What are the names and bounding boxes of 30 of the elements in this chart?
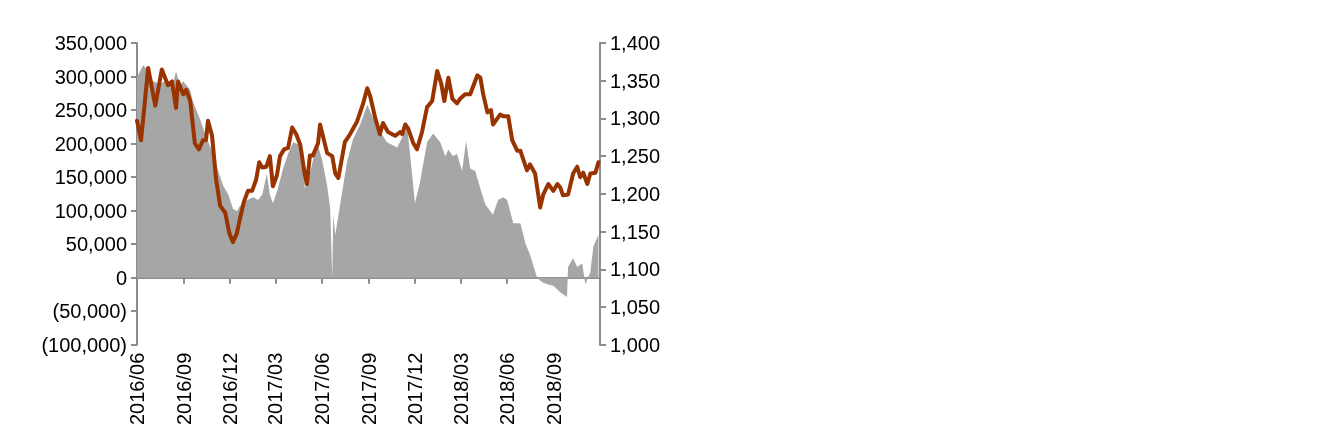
- y2-tick-label: 1,150: [610, 220, 661, 243]
- x-tick-label: 2017/03: [264, 352, 287, 425]
- y-tick-label: 200,000: [54, 132, 127, 155]
- line-series: [135, 65, 601, 245]
- y-tick-label: 150,000: [54, 166, 127, 189]
- x-tick-label: 2016/09: [172, 352, 195, 425]
- y-tick-label: 250,000: [54, 99, 127, 122]
- y-tick-label: 300,000: [54, 65, 127, 88]
- y2-tick-label: 1,350: [610, 69, 661, 92]
- x-tick-label: 2016/06: [126, 352, 148, 425]
- x-tick-label: 2017/12: [403, 352, 426, 425]
- x-tick-label: 2018/03: [449, 352, 472, 425]
- x-tick-label: 2016/12: [218, 352, 241, 425]
- y2-tick-label: 1,000: [610, 333, 661, 356]
- y2-tick-label: 1,300: [610, 107, 661, 130]
- x-tick-label: 2017/06: [311, 352, 334, 425]
- x-tick-label: 2018/06: [496, 352, 519, 425]
- x-tick-label: 2017/09: [357, 352, 380, 425]
- y-tick-label: 100,000: [54, 199, 127, 222]
- y-tick-label: 350,000: [54, 32, 127, 54]
- y2-tick-label: 1,200: [610, 182, 661, 205]
- y2-tick-label: 1,400: [610, 32, 661, 54]
- y2-tick-label: 1,050: [610, 295, 661, 318]
- x-tick-label: 2018/09: [542, 352, 565, 425]
- y-tick-label: 50,000: [65, 233, 127, 256]
- y2-tick-label: 1,100: [610, 258, 661, 281]
- y-tick-label: 0: [115, 266, 127, 289]
- y2-tick-label: 1,250: [610, 145, 661, 168]
- y-tick-label: (100,000): [41, 333, 127, 356]
- y-tick-label: (50,000): [52, 300, 127, 323]
